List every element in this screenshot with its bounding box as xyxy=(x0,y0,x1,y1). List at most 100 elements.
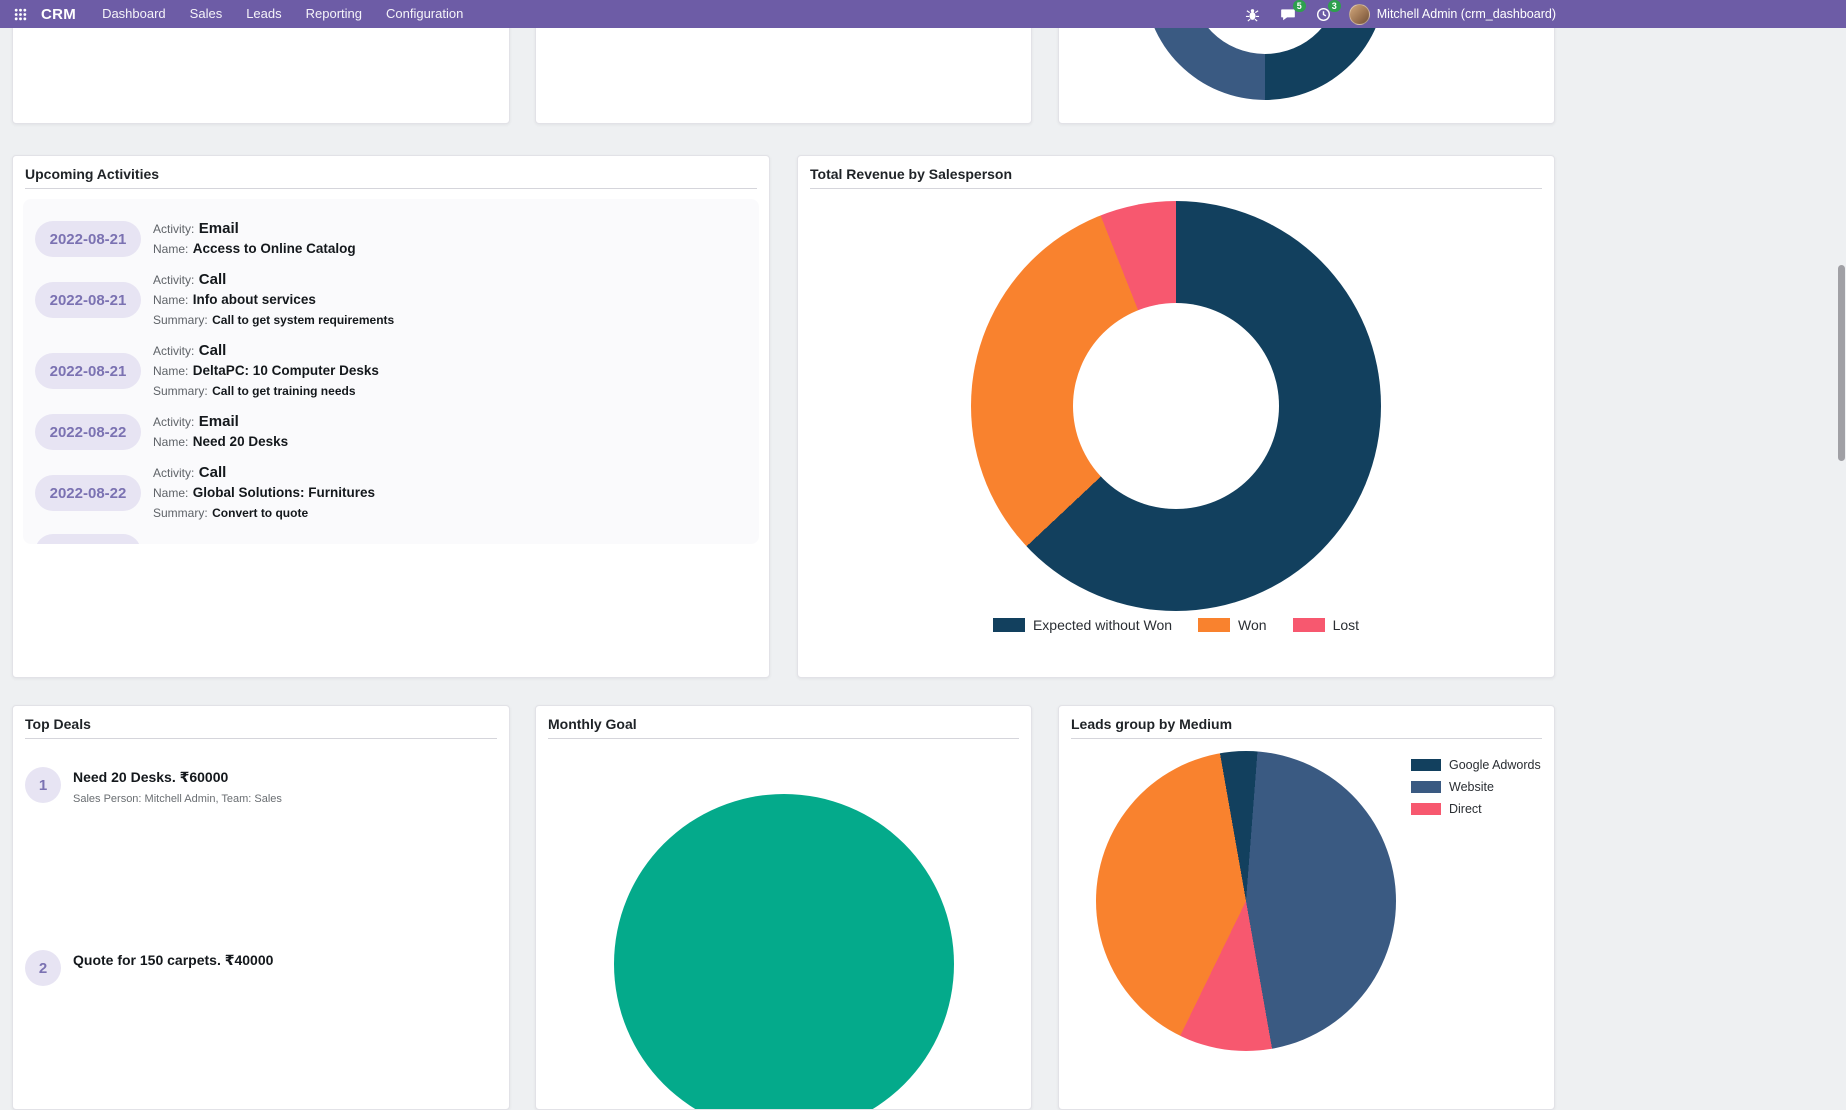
legend-item-won[interactable]: Won xyxy=(1198,617,1267,633)
monthly-goal-card: Monthly Goal xyxy=(535,705,1032,1110)
legend-item-website[interactable]: Website xyxy=(1411,780,1541,794)
donut-hole xyxy=(1073,303,1279,509)
vertical-scrollbar-thumb[interactable] xyxy=(1838,265,1845,461)
activity-label: Activity: xyxy=(153,415,195,429)
leads-legend: Google Adwords Website Direct xyxy=(1411,758,1541,824)
activity-type: Email xyxy=(198,413,239,430)
activities-list: 2022-08-21 Activity: Email Name: Access … xyxy=(23,199,759,544)
user-menu[interactable]: Mitchell Admin (crm_dashboard) xyxy=(1348,3,1556,25)
activity-list-item[interactable]: 2022-08-21 Activity: Call Name: DeltaPC:… xyxy=(35,341,747,401)
activity-details: Activity: Call Name: Info about services… xyxy=(153,270,394,330)
legend-label: Direct xyxy=(1449,802,1482,816)
activity-date-badge: 2022-08-22 xyxy=(35,475,141,511)
legend-swatch xyxy=(1411,781,1441,793)
monthly-goal-gauge-chart[interactable] xyxy=(614,794,954,1109)
divider xyxy=(25,738,497,739)
activity-name: Need 20 Desks xyxy=(192,434,289,449)
legend-swatch xyxy=(1292,618,1325,632)
activity-type: Call xyxy=(198,342,227,359)
deal-details: Need 20 Desks. ₹60000 Sales Person: Mitc… xyxy=(73,767,282,805)
card-title: Total Revenue by Salesperson xyxy=(810,166,1013,182)
activity-list-item[interactable]: 2022-08-22 Activity: Call Name: Global S… xyxy=(35,463,747,523)
messages-button[interactable]: 5 xyxy=(1278,0,1306,24)
activity-date-badge: 2022-08-21 xyxy=(35,353,141,389)
activities-badge: 3 xyxy=(1327,0,1341,12)
card-title: Top Deals xyxy=(25,716,91,732)
activity-details: Activity: Email Name: Need 20 Desks xyxy=(153,412,288,452)
deal-rank-badge: 2 xyxy=(25,950,61,986)
deal-title: Quote for 150 carpets. ₹40000 xyxy=(73,952,274,968)
divider xyxy=(810,188,1542,189)
activity-summary: Call to get system requirements xyxy=(212,313,395,327)
summary-label: Summary: xyxy=(153,384,208,398)
activity-details: Activity: Email xyxy=(153,542,239,544)
legend-label: Lost xyxy=(1332,617,1360,633)
legend-item-expected[interactable]: Expected without Won xyxy=(992,617,1173,633)
legend-item-google-adwords[interactable]: Google Adwords xyxy=(1411,758,1541,772)
legend-label: Won xyxy=(1238,617,1267,633)
activity-name: Global Solutions: Furnitures xyxy=(192,485,376,500)
deal-item[interactable]: 2 Quote for 150 carpets. ₹40000 xyxy=(13,950,509,986)
activity-details: Activity: Call Name: Global Solutions: F… xyxy=(153,463,375,523)
legend-label: Expected without Won xyxy=(1032,617,1173,633)
messages-badge: 5 xyxy=(1292,0,1306,12)
activity-name: DeltaPC: 10 Computer Desks xyxy=(192,363,379,378)
legend-swatch xyxy=(1411,759,1441,771)
activity-list-item[interactable]: 2022-08-22 Activity: Email xyxy=(35,534,747,544)
apps-menu-button[interactable] xyxy=(10,6,31,23)
card-title: Leads group by Medium xyxy=(1071,716,1233,732)
summary-label: Summary: xyxy=(153,506,208,520)
chat-bubble-icon xyxy=(1280,8,1295,20)
legend-swatch xyxy=(992,618,1025,632)
activity-date-badge: 2022-08-22 xyxy=(35,414,141,450)
activity-label: Activity: xyxy=(153,466,195,480)
legend-label: Website xyxy=(1449,780,1494,794)
activity-type: Call xyxy=(198,271,227,288)
deal-meta: Sales Person: Mitchell Admin, Team: Sale… xyxy=(73,793,282,805)
menu-item-dashboard[interactable]: Dashboard xyxy=(102,6,166,21)
deal-rank-badge: 1 xyxy=(25,767,61,803)
top-navbar: CRM Dashboard Sales Leads Reporting Conf… xyxy=(0,0,1846,28)
revenue-donut-chart[interactable] xyxy=(971,201,1381,611)
name-label: Name: xyxy=(153,486,189,500)
leads-by-medium-card: Leads group by Medium Google Adwords Web… xyxy=(1058,705,1555,1110)
activity-summary: Convert to quote xyxy=(212,506,309,520)
activity-date-badge: 2022-08-21 xyxy=(35,282,141,318)
card-title: Upcoming Activities xyxy=(25,166,160,182)
activity-list-item[interactable]: 2022-08-22 Activity: Email Name: Need 20… xyxy=(35,412,747,452)
total-revenue-card: Total Revenue by Salesperson Expected wi… xyxy=(797,155,1555,678)
name-label: Name: xyxy=(153,364,189,378)
menu-item-sales[interactable]: Sales xyxy=(189,6,223,21)
legend-swatch xyxy=(1198,618,1231,632)
deal-title: Need 20 Desks. ₹60000 xyxy=(73,769,229,785)
summary-label: Summary: xyxy=(153,313,208,327)
debug-button[interactable] xyxy=(1243,5,1262,24)
activity-summary: Call to get training needs xyxy=(212,384,356,398)
divider xyxy=(1071,738,1542,739)
menu-item-leads[interactable]: Leads xyxy=(246,6,282,21)
revenue-legend: Expected without Won Won Lost xyxy=(798,617,1554,633)
activity-list-item[interactable]: 2022-08-21 Activity: Email Name: Access … xyxy=(35,219,747,259)
menu-item-configuration[interactable]: Configuration xyxy=(386,6,464,21)
activity-name: Access to Online Catalog xyxy=(192,241,356,256)
activity-list-item[interactable]: 2022-08-21 Activity: Call Name: Info abo… xyxy=(35,270,747,330)
upcoming-activities-card: Upcoming Activities 2022-08-21 Activity:… xyxy=(12,155,770,678)
activity-date-badge: 2022-08-21 xyxy=(35,221,141,257)
main-menu: Dashboard Sales Leads Reporting Configur… xyxy=(90,0,475,28)
name-label: Name: xyxy=(153,242,189,256)
clock-icon xyxy=(1316,7,1330,21)
legend-label: Google Adwords xyxy=(1449,758,1541,772)
legend-item-direct[interactable]: Direct xyxy=(1411,802,1541,816)
app-title[interactable]: CRM xyxy=(41,5,77,23)
leads-pie-chart[interactable] xyxy=(1096,751,1396,1051)
legend-item-lost[interactable]: Lost xyxy=(1292,617,1360,633)
menu-item-reporting[interactable]: Reporting xyxy=(305,6,362,21)
systray: 5 3 Mitchell Admin (crm_dashboard) xyxy=(1243,0,1556,25)
user-avatar xyxy=(1348,3,1370,25)
legend-swatch xyxy=(1411,803,1441,815)
activities-button[interactable]: 3 xyxy=(1314,0,1341,24)
deal-details: Quote for 150 carpets. ₹40000 xyxy=(73,950,273,969)
activity-label: Activity: xyxy=(153,222,195,236)
deal-item[interactable]: 1 Need 20 Desks. ₹60000 Sales Person: Mi… xyxy=(13,767,509,805)
top-deals-card: Top Deals 1 Need 20 Desks. ₹60000 Sales … xyxy=(12,705,510,1110)
